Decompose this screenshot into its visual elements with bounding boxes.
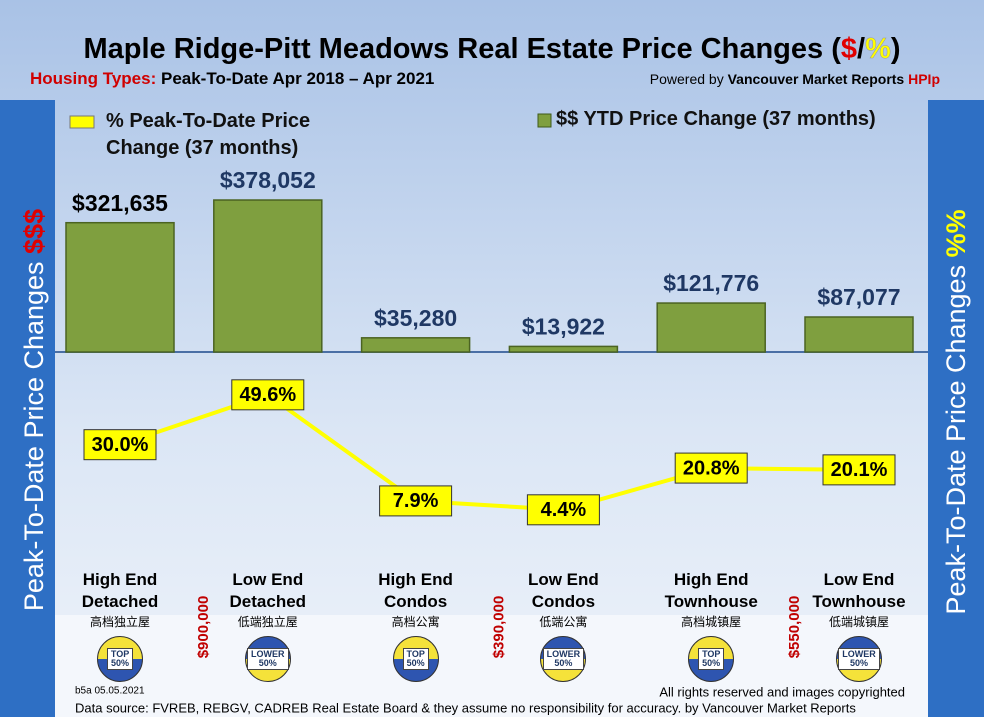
category-subtitle: 高档公寓 [391, 615, 440, 629]
point-label: 30.0% [92, 434, 149, 456]
right-axis-unit: %% [941, 209, 971, 257]
title-text: Maple Ridge-Pitt Meadows Real Estate Pri… [83, 33, 841, 65]
price-threshold: $550,000 [786, 596, 803, 659]
powered-by: Powered by Vancouver Market Reports HPIp [650, 71, 940, 87]
tier-badge: TOP 50% [688, 636, 735, 682]
bar [360, 337, 471, 353]
right-band [928, 100, 984, 717]
legend-marker-bar [537, 113, 552, 128]
bar-value-label: $87,077 [817, 284, 900, 310]
bar-value-label: $35,280 [374, 305, 457, 331]
category-subtitle: 低端城镇屋 [828, 615, 889, 629]
bar [508, 345, 619, 353]
category-label: Low End Detached [229, 570, 307, 611]
tier-label: LOWER 50% [838, 648, 880, 670]
tier-label: LOWER 50% [247, 648, 289, 670]
powered-text: Powered by [650, 71, 724, 87]
bar [213, 199, 323, 353]
title-dollar: $ [841, 33, 857, 65]
left-axis-label: Peak-To-Date Price Changes $$$ [19, 209, 49, 611]
tier-label: TOP 50% [402, 648, 429, 670]
tier-badge: LOWER 50% [836, 636, 882, 682]
right-axis-text: Peak-To-Date Price Changes [941, 265, 971, 615]
point-label: 49.6% [239, 384, 296, 406]
chart-title: Maple Ridge-Pitt Meadows Real Estate Pri… [83, 33, 900, 65]
bar-value-label: $13,922 [522, 313, 605, 339]
title-close: ) [891, 33, 901, 65]
line [119, 392, 860, 512]
price-threshold: $390,000 [490, 596, 507, 659]
tier-badge: LOWER 50% [540, 636, 587, 682]
footer-code: b5a 05.05.2021 [75, 686, 145, 697]
left-band [0, 100, 55, 717]
footer-source: Data source: FVREB, REBGV, CADREB Real E… [75, 700, 856, 715]
point-label-box [822, 454, 896, 486]
footer-band [0, 615, 984, 717]
category-label: High End Condos [378, 570, 453, 611]
category-subtitle: 低端公寓 [539, 615, 588, 629]
category-subtitle: 高档城镇屋 [681, 615, 742, 629]
bar-value-label: $321,635 [72, 190, 168, 216]
left-axis-text: Peak-To-Date Price Changes [19, 261, 49, 611]
footer-rights: All rights reserved and images copyright… [659, 684, 905, 699]
category-label: High End Townhouse [664, 570, 758, 611]
category-subtitle: 高档独立屋 [89, 615, 150, 629]
bar [656, 302, 766, 353]
point-label-box [526, 494, 600, 526]
tier-label: TOP 50% [698, 648, 725, 670]
subtitle-label: Housing Types: [30, 69, 156, 88]
point-label: 7.9% [393, 490, 439, 512]
point-label-box [83, 429, 157, 461]
point-label-box [379, 485, 453, 517]
powered-index: HPIp [908, 71, 940, 87]
tier-label: LOWER 50% [542, 648, 585, 670]
price-threshold: $900,000 [195, 596, 212, 659]
bar [804, 316, 914, 353]
category-label: Low End Townhouse [812, 570, 906, 611]
bar [65, 221, 175, 353]
tier-badge: TOP 50% [392, 636, 439, 682]
point-label-box [231, 379, 305, 411]
bar-value-label: $121,776 [663, 270, 759, 296]
subtitle: Housing Types: Peak-To-Date Apr 2018 – A… [30, 69, 434, 88]
tier-badge: TOP 50% [97, 636, 143, 682]
left-axis-unit: $$$ [19, 209, 49, 254]
point-label: 20.1% [831, 459, 888, 481]
category-subtitle: 低端独立屋 [237, 615, 298, 629]
tier-badge: LOWER 50% [244, 636, 291, 682]
legend-marker-line [69, 115, 95, 129]
legend-bar: $$ YTD Price Change (37 months) [556, 108, 876, 130]
point-label: 4.4% [541, 499, 587, 521]
right-axis-label: Peak-To-Date Price Changes %% [941, 209, 971, 614]
tier-label: TOP 50% [106, 648, 134, 670]
subtitle-text: Peak-To-Date Apr 2018 – Apr 2021 [161, 69, 434, 88]
title-percent: % [865, 33, 891, 65]
title-slash: / [857, 33, 865, 65]
legend-line: % Peak-To-Date Price Change (37 months) [106, 110, 311, 159]
category-label: High End Detached [81, 570, 159, 611]
point-label-box [674, 452, 748, 484]
powered-source: Vancouver Market Reports [728, 71, 905, 87]
point-label: 20.8% [683, 457, 740, 479]
category-label: Low End Condos [527, 570, 599, 611]
bar-value-label: $378,052 [220, 167, 316, 193]
